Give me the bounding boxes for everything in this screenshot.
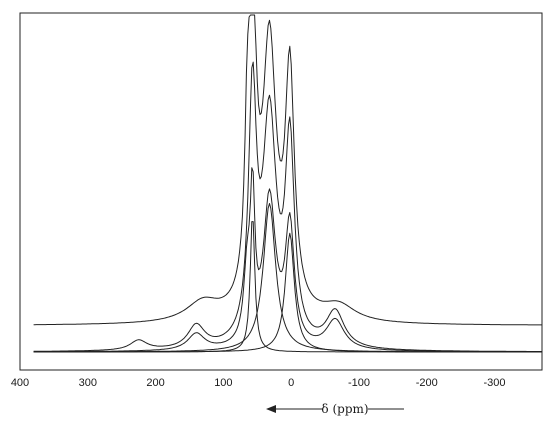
x-tick-label: 300 [79, 377, 97, 389]
x-tick-label: 0 [288, 377, 294, 389]
x-tick-label: 100 [214, 377, 232, 389]
x-tick-label: -300 [484, 377, 506, 389]
spectrum-series-line [33, 61, 542, 352]
x-tick-label: 200 [146, 377, 164, 389]
x-axis-ticks: 400 300 200 100 0 -100 -200 -300 [11, 377, 506, 389]
x-tick-label: 400 [11, 377, 29, 389]
axis-arrow-head [266, 405, 276, 413]
x-axis-label: δ (ppm) [321, 402, 368, 416]
spectrum-series-line [33, 14, 542, 326]
spectrum-series-line [33, 232, 542, 353]
spectrum-curves [33, 14, 542, 353]
spectrum-series-line [33, 221, 542, 353]
x-tick-label: -100 [348, 377, 370, 389]
x-tick-label: -200 [416, 377, 438, 389]
x-axis-title: δ (ppm) [266, 402, 404, 416]
